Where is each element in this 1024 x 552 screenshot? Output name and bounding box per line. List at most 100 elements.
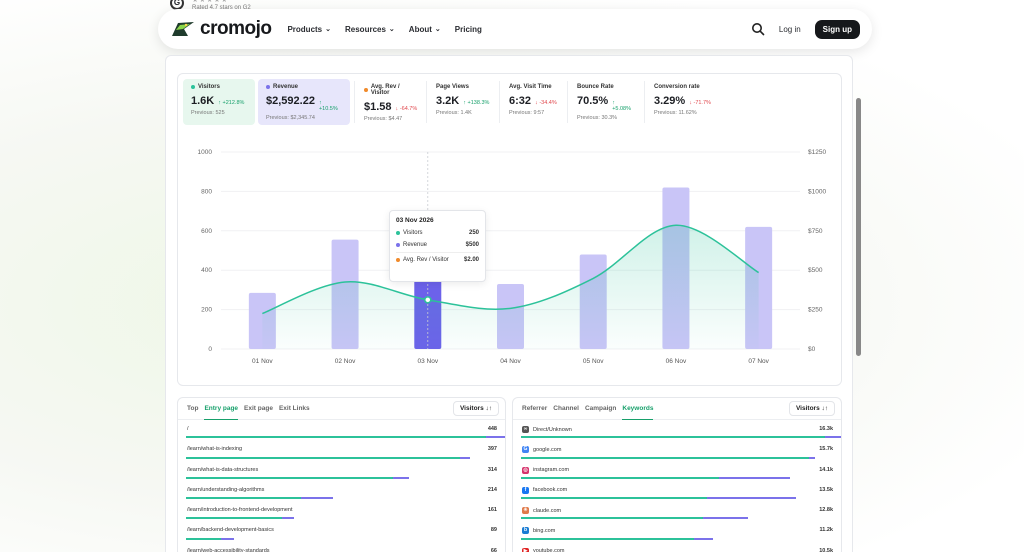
revenue-bar [703,517,749,520]
visitors-bar [186,456,461,459]
list-item[interactable]: ∞ Direct/Unknown 16.3k [513,420,841,440]
list-item-label: /learn/what-is-data-structures [187,466,259,473]
tab-exit-links[interactable]: Exit Links [278,404,310,412]
chart-tooltip: 03 Nov 2026 Visitors 250 Revenue $500 Avg. R… [389,210,486,282]
instagram-icon: ◎ [522,466,529,474]
metric-visitors[interactable]: Visitors 1.6K ↑ +212.8% Previous: 525 [183,79,255,125]
search-icon[interactable] [751,22,765,36]
cromojo-logo-icon [172,22,194,36]
tab-top[interactable]: Top [187,404,199,412]
brand-name: cromojo [200,18,272,39]
metric-avg-visit-time[interactable]: Avg. Visit Time 6:32 ↓ -34.4% Previous: 9:5… [501,79,566,125]
arrow-up-icon: ↑ [612,100,615,106]
visitors-bar [186,517,282,520]
list-item[interactable]: ◎ instagram.com 14.1k [513,461,841,481]
nav-item-label: Products [287,24,323,34]
list-item[interactable]: f facebook.com 13.5k [513,481,841,501]
nav-item-label: About [408,24,432,34]
x-tick-label: 03 Nov [417,358,438,365]
metric-previous: Previous: $4.47 [364,116,403,122]
metric-previous: Previous: 1.4K [436,110,472,116]
page-scrollbar[interactable] [856,98,861,356]
list-item-label: /learn/what-is-indexing [187,446,243,453]
tab-keywords[interactable]: Keywords [622,398,654,420]
metric-label: Page Views [436,84,469,90]
revenue-bar [281,517,295,520]
tab-referrer[interactable]: Referrer [522,404,548,412]
sort-icon: ↓↑ [485,405,493,412]
y-left-tick-label: 200 [201,307,212,314]
y-left-tick-label: 600 [201,228,212,235]
list-item[interactable]: /learn/introduction-to-frontend-developm… [178,501,505,521]
signup-button[interactable]: Sign up [814,19,860,39]
brand-logo[interactable]: cromojo [170,18,272,40]
revenue-bar [393,476,410,479]
login-link[interactable]: Log in [778,24,801,34]
list-item-value: 397 [487,446,497,453]
metric-change: ↓ -34.4% [535,100,557,106]
nav-item-about[interactable]: About ⌄ [409,25,441,34]
revenue-line [262,224,760,315]
visitors-bar [186,476,394,479]
y-left-tick-label: 1000 [198,149,213,156]
list-item[interactable]: /learn/web-accessibility-standards 66 [178,542,505,552]
y-right-tick-label: $0 [808,346,816,353]
sort-visitors-button[interactable]: Visitors ↓↑ [452,401,499,416]
revenue-bar [221,537,234,540]
revenue-point-active [424,296,432,304]
revenue-bar [460,456,470,459]
visitors-bar [186,436,486,439]
list-item-value: 12.8k [819,507,833,514]
metric-value: 3.29% [654,95,686,107]
metric-label: Revenue [266,84,342,90]
list-item[interactable]: /learn/backend-development-basics 89 [178,521,505,541]
metric-previous: Previous: 525 [191,110,225,116]
metric-page-views[interactable]: Page Views 3.2K ↑ +138.3% Previous: 1.4K [428,79,498,125]
nav-item-label: Pricing [454,24,482,34]
metric-change: ↑ +5.08% [612,100,632,112]
x-tick-label: 04 Nov [500,358,521,365]
list-item[interactable]: /learn/what-is-indexing 397 [178,440,505,460]
nav-item-resources[interactable]: Resources ⌄ [345,25,395,34]
y-right-tick-label: $250 [808,307,823,314]
metric-conversion-rate[interactable]: Conversion rate 3.29% ↓ -71.7% Previous: 11… [646,79,726,125]
metric-value: 6:32 [509,95,532,107]
metric-revenue[interactable]: Revenue $2,592.22 ↑ +10.5% Previous: $2,345… [258,79,350,125]
list-item[interactable]: ▶ youtube.com 10.5k [513,542,841,552]
tab-entry-page[interactable]: Entry page [204,398,239,420]
tab-exit-page[interactable]: Exit page [244,404,273,412]
y-right-tick-label: $500 [808,267,823,274]
list-item-value: 14.1k [819,466,833,473]
legend-dot-icon [396,243,400,247]
list-item[interactable]: / 448 [178,420,505,440]
metric-change: ↓ -71.7% [689,100,711,106]
sort-visitors-button[interactable]: Visitors ↓↑ [788,401,835,416]
tab-campaign[interactable]: Campaign [584,404,617,412]
metric-previous: Previous: 9:57 [509,110,545,116]
nav-item-label: Resources [345,24,386,34]
metric-bounce-rate[interactable]: Bounce Rate 70.5% ↑ +5.08% Previous: 30.3% [569,79,643,125]
revenue-bar [693,537,713,540]
metric-change: ↓ -64.7% [395,106,418,112]
nav-item-pricing[interactable]: Pricing [455,25,482,34]
metric-label: Conversion rate [654,84,700,90]
tab-channel[interactable]: Channel [553,404,579,412]
bing-icon: b [522,527,529,535]
list-item[interactable]: ✳ claude.com 12.8k [513,501,841,521]
list-item[interactable]: /learn/what-is-data-structures 314 [178,461,505,481]
visitors-revenue-chart[interactable]: 0 $0 200 $250 400 $500 600 $750 800 $1000 1000 $125… [178,74,843,387]
pages-panel: Top Entry page Exit page Exit Links Visitors… [177,397,506,552]
list-item[interactable]: b bing.com 11.2k [513,521,841,541]
list-item[interactable]: /learn/understanding-algorithms 214 [178,481,505,501]
list-item-label: facebook.com [533,487,568,494]
metric-avg-rev-visitor[interactable]: Avg. Rev / Visitor $1.58 ↓ -64.7% Previous:… [356,79,426,125]
rating-text: Rated 4.7 stars on G2 [192,5,251,11]
list-item-value: 214 [487,486,497,493]
youtube-icon: ▶ [522,547,529,552]
visitors-bar [186,497,301,500]
arrow-down-icon: ↓ [689,100,692,106]
nav-item-products[interactable]: Products ⌄ [287,25,331,34]
chevron-down-icon: ⌄ [325,26,331,33]
y-right-tick-label: $1250 [808,149,826,156]
